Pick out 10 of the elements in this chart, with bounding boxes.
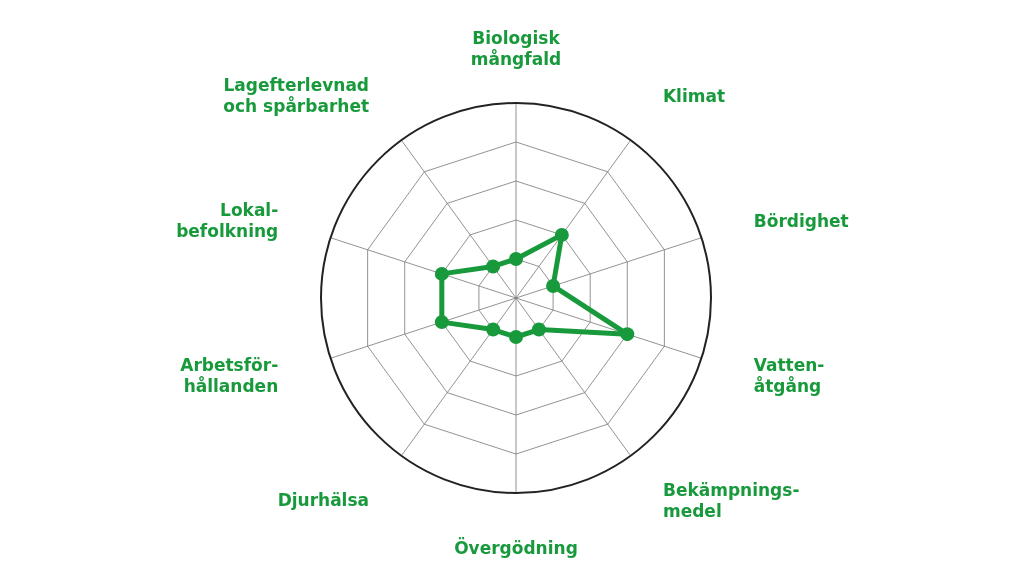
spoke-label: Övergödning	[454, 537, 578, 558]
spoke-label: Vatten- åtgång	[753, 354, 825, 396]
spoke-label: Lagefterlevnad och spårbarhet	[223, 75, 370, 117]
spoke-label: Klimat	[662, 85, 726, 106]
spoke-label: Bördighet	[753, 210, 849, 231]
spoke-label: Lokal- befolkning	[176, 200, 279, 242]
spoke-label: Biologisk mångfald	[470, 27, 562, 69]
spoke-label: Bekämpnings- medel	[662, 479, 800, 521]
spoke-label: Arbetsför- hållanden	[180, 354, 279, 396]
spoke-label: Djurhälsa	[277, 490, 370, 511]
